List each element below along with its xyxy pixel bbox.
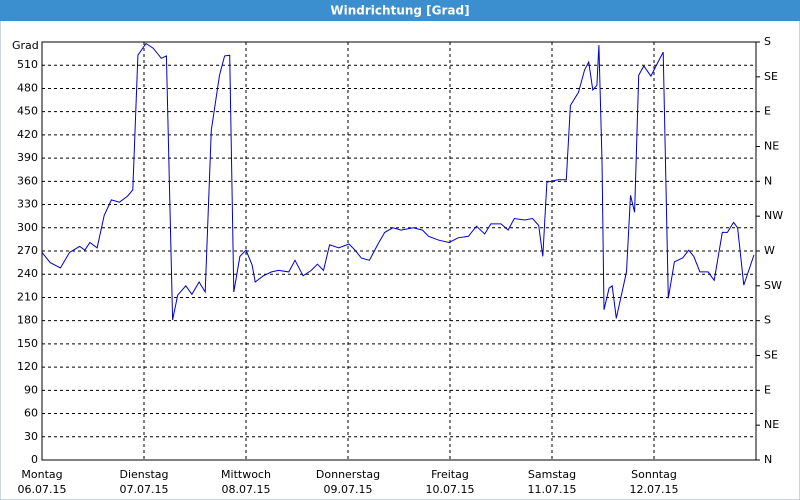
y-tick-label: 480 xyxy=(17,81,38,94)
y-tick-label: 390 xyxy=(17,151,38,164)
y2-tick-label: NE xyxy=(764,140,779,153)
x-tick-date: 08.07.15 xyxy=(222,483,271,496)
chart-title: Windrichtung [Grad] xyxy=(330,4,469,18)
x-tick-label: Montag xyxy=(21,468,62,481)
y2-tick-label: S xyxy=(764,35,771,48)
y2-tick-label: E xyxy=(764,105,771,118)
y-tick-label: 210 xyxy=(17,290,38,303)
y2-tick-label: N xyxy=(764,174,772,187)
y2-tick-label: NW xyxy=(764,209,783,222)
y2-tick-label: SE xyxy=(764,349,778,362)
y-tick-label: 330 xyxy=(17,198,38,211)
y-tick-label: 180 xyxy=(17,314,38,327)
x-tick-label: Dienstag xyxy=(119,468,168,481)
x-tick-date: 07.07.15 xyxy=(120,483,169,496)
x-tick-date: 11.07.15 xyxy=(528,483,577,496)
y-tick-label: 0 xyxy=(31,453,38,466)
x-tick-label: Samstag xyxy=(528,468,576,481)
x-tick-date: 12.07.15 xyxy=(630,483,679,496)
x-tick-date: 09.07.15 xyxy=(324,483,373,496)
y-tick-label: 150 xyxy=(17,337,38,350)
x-tick-label: Donnerstag xyxy=(316,468,380,481)
y-tick-label: 60 xyxy=(24,407,38,420)
y-tick-label: 450 xyxy=(17,105,38,118)
y-tick-label: 270 xyxy=(17,244,38,257)
title-bar xyxy=(0,0,800,21)
y-axis-label: Grad xyxy=(12,39,39,52)
y-tick-label: 300 xyxy=(17,221,38,234)
y-tick-label: 240 xyxy=(17,267,38,280)
y2-tick-label: E xyxy=(764,383,771,396)
data-line xyxy=(41,42,755,321)
x-tick-label: Sonntag xyxy=(631,468,677,481)
x-tick-date: 10.07.15 xyxy=(426,483,475,496)
x-tick-date: 06.07.15 xyxy=(18,483,67,496)
y-tick-label: 360 xyxy=(17,174,38,187)
y-tick-label: 90 xyxy=(24,383,38,396)
y2-tick-label: S xyxy=(764,314,771,327)
y-tick-label: 510 xyxy=(17,58,38,71)
y2-tick-label: W xyxy=(764,244,775,257)
y2-tick-label: SE xyxy=(764,70,778,83)
x-tick-label: Freitag xyxy=(431,468,469,481)
y2-tick-label: N xyxy=(764,453,772,466)
x-tick-label: Mittwoch xyxy=(221,468,271,481)
y-tick-label: 420 xyxy=(17,128,38,141)
y-tick-label: 30 xyxy=(24,430,38,443)
y2-tick-label: SW xyxy=(764,279,782,292)
y2-tick-label: NE xyxy=(764,418,779,431)
y-tick-label: 120 xyxy=(17,360,38,373)
